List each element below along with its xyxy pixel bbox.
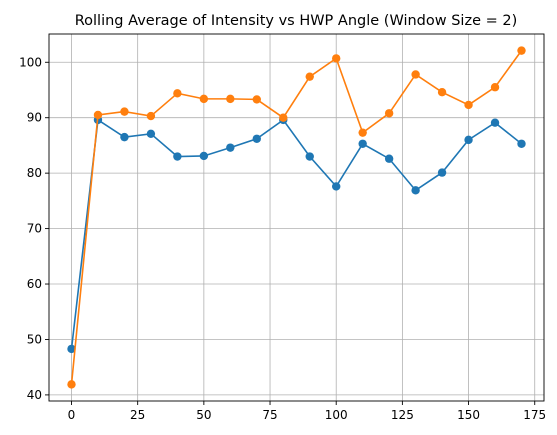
series-1-point-0 <box>67 380 76 389</box>
series-0-point-12 <box>384 154 394 163</box>
series-1-point-17 <box>517 46 526 55</box>
series-0-point-3 <box>146 129 156 138</box>
series-1-point-11 <box>358 128 367 137</box>
series-1-point-9 <box>305 72 314 81</box>
y-tick-label-6: 100 <box>19 55 42 69</box>
series-1-point-12 <box>384 109 394 118</box>
series-0-point-0 <box>67 344 76 354</box>
series-0-point-2 <box>120 132 129 142</box>
x-tick-label-6: 150 <box>457 408 480 422</box>
series-0-point-4 <box>173 152 182 161</box>
x-tick-label-2: 50 <box>196 408 211 422</box>
y-tick-label-3: 70 <box>27 222 42 236</box>
x-tick-label-1: 25 <box>130 408 145 422</box>
x-tick-label-4: 100 <box>325 408 348 422</box>
series-0-point-17 <box>517 139 526 148</box>
series-0-point-7 <box>252 134 261 143</box>
series-1-point-4 <box>173 89 182 98</box>
y-tick-label-5: 90 <box>27 111 42 125</box>
series-0-point-10 <box>332 182 341 191</box>
series-0-point-11 <box>358 139 367 148</box>
series-1-point-5 <box>199 94 209 104</box>
series-1-line <box>70 50 523 385</box>
series-1-point-3 <box>146 111 156 121</box>
x-tick-label-7: 175 <box>523 408 546 422</box>
series-1-point-2 <box>120 107 129 116</box>
series-1-point-7 <box>252 95 261 104</box>
y-tick-label-2: 60 <box>27 277 42 291</box>
series-0-point-5 <box>199 151 209 161</box>
series-0-point-16 <box>490 118 500 127</box>
x-tick-label-3: 75 <box>262 408 277 422</box>
series-1-point-10 <box>332 54 341 63</box>
y-tick-label-4: 80 <box>27 166 42 180</box>
series-0-point-6 <box>226 143 235 152</box>
series-1 <box>67 46 526 389</box>
series-0 <box>67 115 526 354</box>
series-1-point-14 <box>437 88 447 97</box>
series-1-point-1 <box>93 110 103 120</box>
series-1-point-15 <box>464 100 473 110</box>
series-1-point-8 <box>279 113 288 122</box>
series-0-point-9 <box>305 152 314 161</box>
series-1-point-16 <box>490 83 500 92</box>
series-1-point-13 <box>411 70 420 79</box>
axis-ticks: 0 25 50 75 100 125 150 175 40 50 60 70 80 90 100 <box>19 55 546 422</box>
grid <box>49 34 544 401</box>
series-0-point-15 <box>464 135 473 145</box>
y-tick-label-0: 40 <box>27 388 42 402</box>
y-tick-label-1: 50 <box>27 332 42 346</box>
series-0-point-13 <box>411 186 420 195</box>
series-0-point-14 <box>437 168 447 177</box>
plot-area <box>67 46 526 389</box>
x-tick-label-5: 125 <box>391 408 414 422</box>
chart-title: Rolling Average of Intensity vs HWP Angl… <box>75 13 518 29</box>
series-1-point-6 <box>226 94 235 104</box>
series-0-line <box>70 118 522 349</box>
x-tick-label-0: 0 <box>68 408 76 422</box>
axes-frame <box>48 33 545 402</box>
